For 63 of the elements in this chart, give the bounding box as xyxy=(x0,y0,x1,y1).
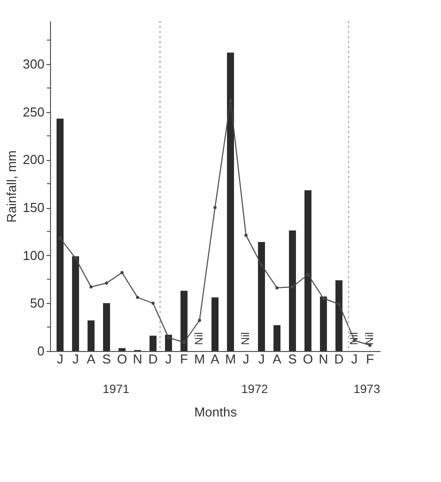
data-label: Nil xyxy=(240,332,252,345)
bar xyxy=(88,320,95,351)
x-tick-label: J xyxy=(242,352,250,366)
data-label: Nil xyxy=(194,332,206,345)
point xyxy=(275,286,279,290)
y-tick-label: 0 xyxy=(37,344,44,358)
y-tick-label: 150 xyxy=(22,200,44,216)
y-tick-label: 50 xyxy=(30,296,44,311)
y-tick-label: 100 xyxy=(22,248,44,263)
x-tick-label: M xyxy=(194,352,205,366)
bar xyxy=(118,348,126,351)
text: 1972 xyxy=(241,382,268,396)
bar xyxy=(180,290,188,351)
x-tick-label: S xyxy=(102,352,112,366)
x-tick-label: A xyxy=(210,352,220,366)
y-axis-title: Rainfall, mm xyxy=(4,150,19,223)
x-tick-label: F xyxy=(180,352,188,366)
point xyxy=(213,206,217,210)
data-label: Nil xyxy=(364,332,376,345)
point xyxy=(74,256,78,260)
bar xyxy=(226,52,234,351)
y-tick-label: 250 xyxy=(22,104,44,120)
point xyxy=(198,318,202,322)
point xyxy=(151,302,155,305)
x-tick-label: O xyxy=(116,352,128,366)
x-tick-label: J xyxy=(351,352,358,366)
bar xyxy=(288,230,296,351)
x-tick-label: D xyxy=(334,352,344,366)
x-tick-label: D xyxy=(148,352,158,366)
x-tick-label: A xyxy=(86,352,96,366)
x-tick-label: A xyxy=(272,352,282,366)
x-tick-label: J xyxy=(72,352,79,366)
bar xyxy=(150,336,157,351)
y-tick-label: 300 xyxy=(22,56,44,72)
bar xyxy=(56,118,64,351)
point xyxy=(104,282,108,285)
x-tick-label: F xyxy=(366,352,374,366)
x-tick-label: J xyxy=(258,352,265,366)
x-tick-label: N xyxy=(318,352,328,366)
point xyxy=(120,270,124,274)
bar xyxy=(273,325,280,351)
point xyxy=(166,336,170,340)
x-tick-label: O xyxy=(302,352,314,366)
bar xyxy=(72,256,80,351)
point xyxy=(89,285,93,288)
text: 1971 xyxy=(102,382,130,396)
bar xyxy=(304,190,312,351)
bar xyxy=(335,280,342,351)
x-tick-label: J xyxy=(56,352,64,366)
x-tick-label: S xyxy=(288,352,298,366)
x-tick-label: J xyxy=(165,352,172,366)
text: 1973 xyxy=(353,382,380,396)
bar xyxy=(258,242,265,351)
x-tick-label: N xyxy=(132,352,142,366)
point xyxy=(136,296,140,300)
point xyxy=(244,234,248,237)
bar xyxy=(320,296,327,351)
bar xyxy=(103,303,110,351)
x-tick-label: M xyxy=(225,352,236,366)
y-tick-label: 200 xyxy=(22,152,44,168)
point xyxy=(322,296,326,300)
bar xyxy=(212,297,218,351)
x-axis-title: Months xyxy=(194,404,238,420)
